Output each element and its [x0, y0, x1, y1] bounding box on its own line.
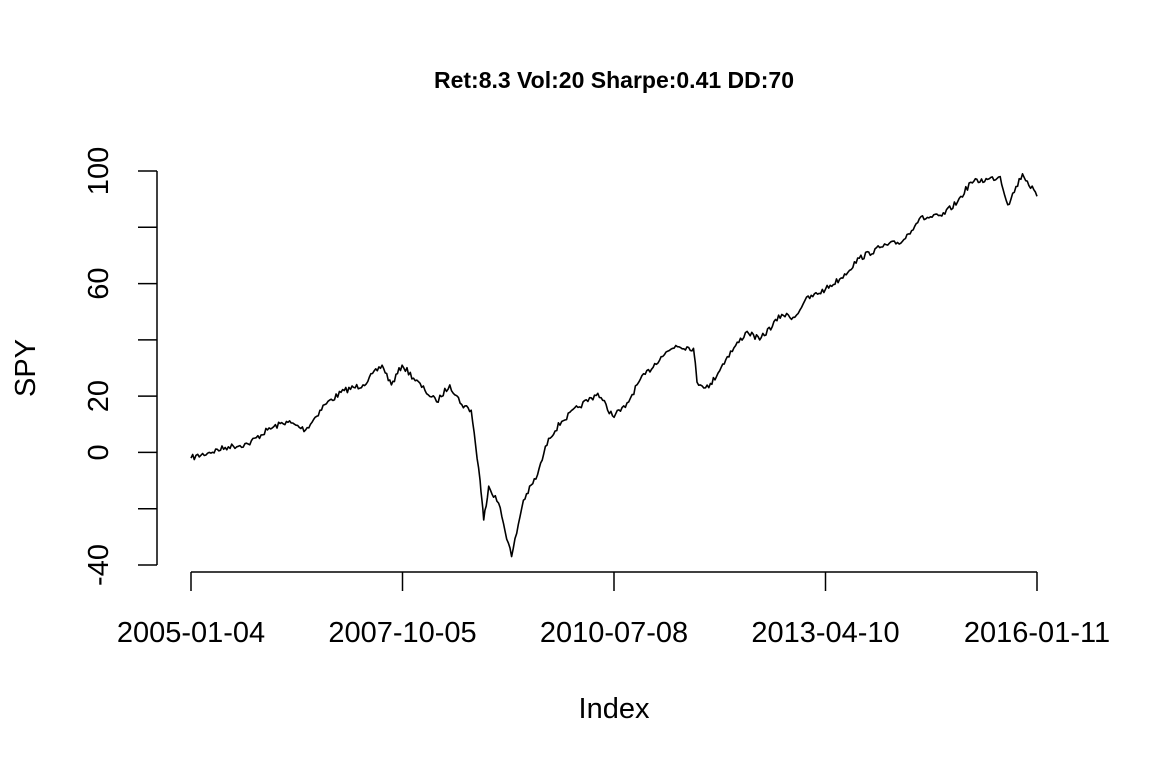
- x-tick-label: 2013-04-10: [751, 617, 899, 649]
- x-tick-label: 2007-10-05: [328, 617, 476, 649]
- x-tick-label: 2016-01-11: [964, 617, 1110, 649]
- y-axis-label: SPY: [10, 339, 42, 397]
- x-axis-label: Index: [579, 693, 650, 725]
- y-tick-label: -40: [83, 544, 115, 586]
- series-line: [190, 173, 1038, 558]
- series-group: [190, 173, 1038, 558]
- axes: 2005-01-04 2007-10-05 2010-07-08 2013-04-10…: [83, 147, 1110, 649]
- x-tick-label: 2005-01-04: [117, 617, 265, 649]
- chart-title: Ret:8.3 Vol:20 Sharpe:0.41 DD:70: [434, 67, 794, 93]
- x-tick-label: 2010-07-08: [540, 617, 688, 649]
- y-tick-label: 100: [83, 147, 115, 195]
- y-tick-label: 0: [83, 444, 115, 460]
- y-tick-label: 20: [83, 380, 115, 412]
- y-tick-label: 60: [83, 267, 115, 299]
